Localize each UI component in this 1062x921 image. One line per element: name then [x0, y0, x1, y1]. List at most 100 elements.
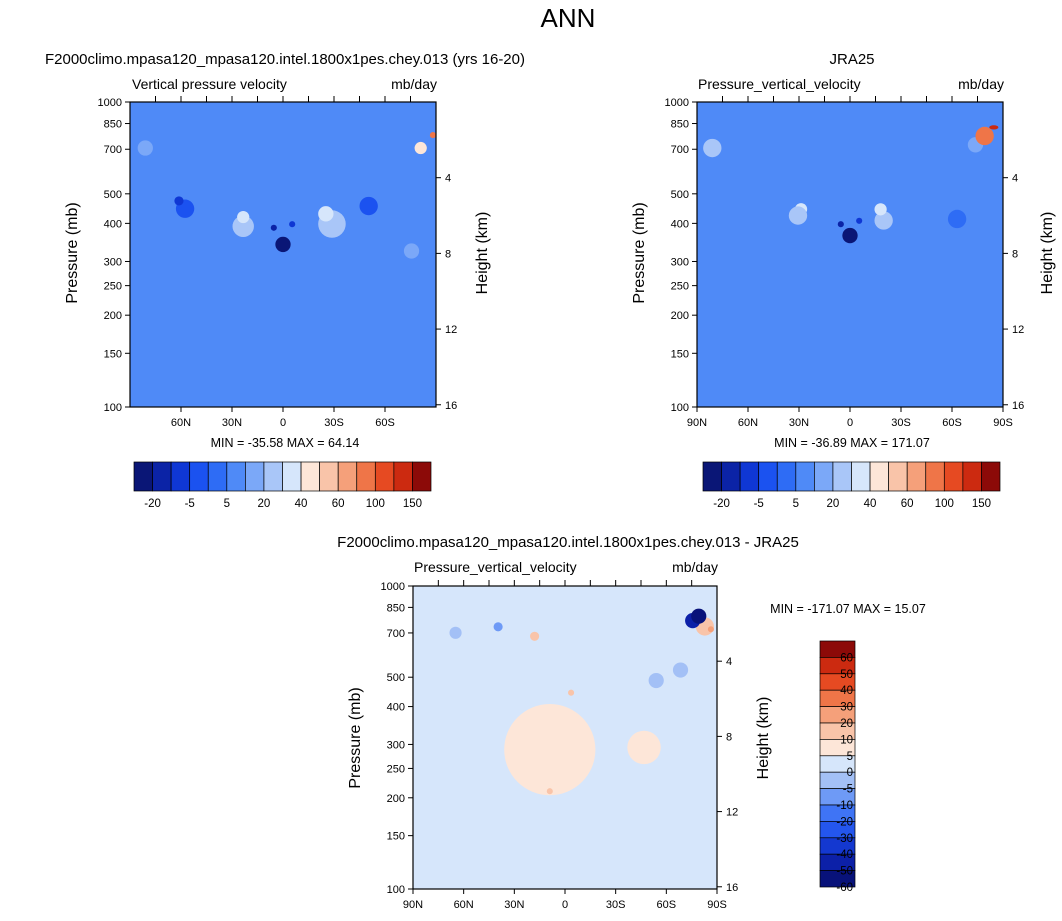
panel-title: JRA25	[829, 51, 874, 68]
right-tick-label: 4	[726, 656, 732, 668]
stats-label: MIN = -171.07 MAX = 15.07	[770, 602, 926, 616]
y-tick-label: 500	[104, 189, 122, 201]
colorbar-swatch	[245, 461, 265, 492]
colorbar: -20 -5 5 20 40 60 100 150	[702, 461, 1001, 510]
plot-area	[130, 102, 436, 407]
colorbar-swatch	[906, 461, 927, 492]
panel-reference: JRA25 Pressure_vertical_velocity mb/day …	[631, 51, 1056, 510]
right-tick-label: 8	[726, 731, 732, 743]
right-tick-label: 12	[726, 807, 738, 819]
contour-fill	[530, 631, 540, 641]
y-tick-label: 1000	[98, 97, 122, 109]
colorbar-swatch	[739, 461, 760, 492]
panel-title: F2000climo.mpasa120_mpasa120.intel.1800x…	[337, 534, 799, 551]
colorbar-label: 10	[840, 734, 853, 746]
contour-fill	[627, 730, 661, 765]
panel-title: F2000climo.mpasa120_mpasa120.intel.1800x…	[45, 51, 525, 68]
x-tick-label: 90N	[403, 899, 423, 911]
contour-fill	[414, 141, 427, 155]
colorbar-swatch	[869, 461, 889, 492]
contour-fill	[975, 126, 994, 146]
colorbar-swatch	[393, 461, 413, 492]
colorbar-label: -30	[836, 833, 853, 845]
colorbar-swatch	[814, 461, 834, 492]
x-tick-label: 0	[280, 417, 286, 429]
colorbar-swatch	[133, 461, 153, 492]
colorbar-label: 40	[840, 685, 853, 697]
x-tick-label: 0	[562, 899, 568, 911]
contour-fill	[989, 125, 999, 130]
variable-label: Pressure_vertical_velocity	[698, 76, 861, 92]
field-background	[697, 102, 1003, 407]
y-tick-label: 100	[104, 402, 122, 414]
x-tick-label: 30N	[504, 899, 524, 911]
colorbar-label: 100	[935, 498, 954, 510]
colorbar-swatch	[721, 461, 741, 492]
y-axis-label: Pressure (mb)	[64, 202, 81, 303]
contour-fill	[289, 221, 296, 228]
right-tick-label: 8	[1012, 248, 1018, 260]
variable-label: Vertical pressure velocity	[132, 76, 287, 92]
axes: 100 150 200 250 300 400 500 700 850 1000 16 12 8 4 90N…	[665, 96, 1024, 429]
right-tick-label: 8	[445, 248, 451, 260]
colorbar-swatch	[189, 461, 209, 492]
y-right-axis-label: Height (km)	[474, 212, 491, 295]
colorbar-label: -20	[144, 498, 161, 510]
y-tick-label: 300	[387, 739, 405, 751]
field-background	[130, 102, 436, 407]
y-right-axis-label: Height (km)	[755, 697, 772, 780]
colorbar-swatch	[282, 461, 302, 492]
y-tick-label: 700	[387, 628, 405, 640]
colorbar-swatch	[851, 461, 871, 492]
contour-fill	[546, 788, 553, 795]
y-tick-label: 200	[104, 310, 122, 322]
contour-fill	[429, 132, 436, 139]
units-label: mb/day	[391, 76, 437, 92]
y-tick-label: 200	[387, 793, 405, 805]
axes: 100 150 200 250 300 400 500 700 850 1000 16 12 8 4 60N…	[98, 96, 457, 429]
x-tick-label: 30S	[324, 417, 344, 429]
x-tick-label: 30S	[606, 899, 626, 911]
colorbar: -20 -5 5 20 40 60 100 150	[133, 461, 432, 510]
contour-fill	[449, 626, 462, 639]
x-tick-label: 60S	[657, 899, 677, 911]
colorbar-label: 20	[258, 498, 271, 510]
y-tick-label: 500	[387, 672, 405, 684]
y-tick-label: 150	[104, 348, 122, 360]
colorbar-swatch	[795, 461, 815, 492]
colorbar-swatch	[412, 461, 432, 492]
x-tick-label: 60N	[454, 899, 474, 911]
x-tick-label: 60S	[375, 417, 395, 429]
contour-fill	[270, 224, 277, 231]
x-tick-label: 30N	[789, 417, 809, 429]
colorbar-swatch	[300, 461, 320, 492]
y-tick-label: 100	[387, 884, 405, 896]
variable-label: Pressure_vertical_velocity	[414, 559, 577, 575]
colorbar-swatch	[943, 461, 964, 492]
contour-fill	[703, 138, 722, 158]
colorbar-label: -50	[836, 866, 853, 878]
contour-fill	[672, 662, 689, 678]
y-tick-label: 100	[671, 402, 689, 414]
contour-fill	[707, 626, 714, 633]
contour-fill	[842, 227, 858, 244]
y-tick-label: 1000	[381, 581, 405, 593]
colorbar-label: -5	[754, 498, 764, 510]
right-tick-label: 4	[445, 173, 451, 185]
colorbar-swatch	[374, 461, 395, 492]
y-tick-label: 300	[671, 256, 689, 268]
colorbar-swatch	[776, 461, 797, 492]
y-tick-label: 150	[387, 831, 405, 843]
colorbar-swatch	[981, 461, 1001, 492]
x-tick-label: 0	[847, 417, 853, 429]
right-tick-label: 16	[1012, 400, 1024, 412]
contour-fill	[232, 215, 254, 238]
y-tick-label: 850	[387, 602, 405, 614]
contour-fill	[648, 672, 664, 689]
units-label: mb/day	[958, 76, 1004, 92]
colorbar-swatch	[226, 461, 246, 492]
y-tick-label: 850	[671, 119, 689, 131]
colorbar-swatch	[356, 461, 376, 492]
contour-fill	[788, 206, 808, 225]
